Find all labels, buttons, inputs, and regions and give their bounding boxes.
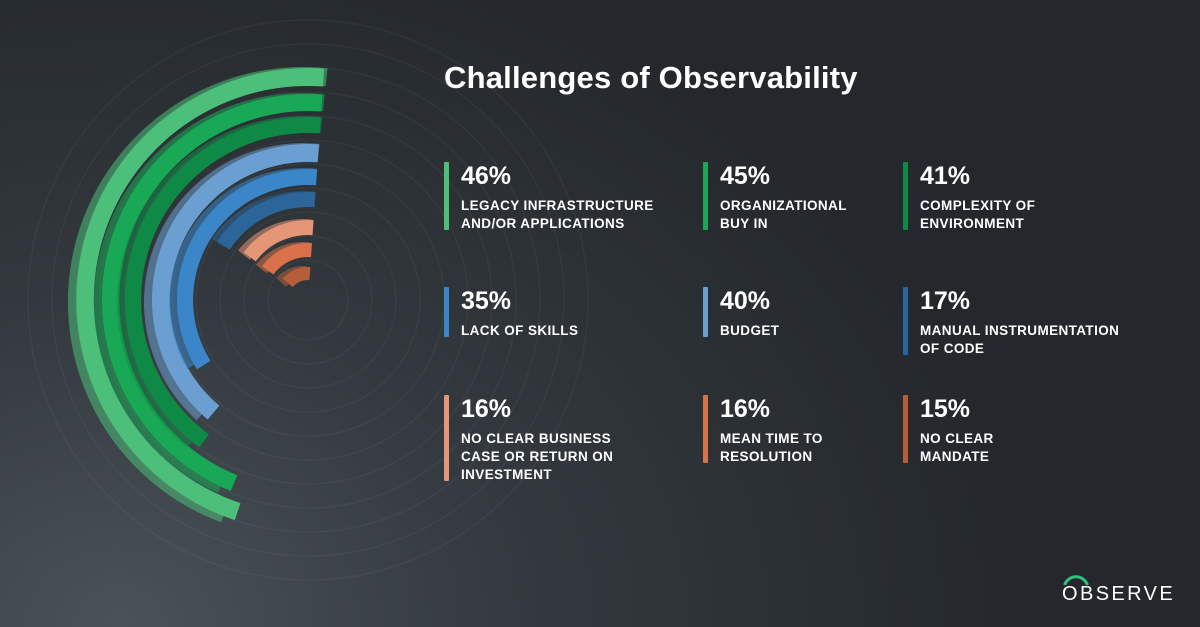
stat-percent: 17%	[920, 287, 971, 315]
stat-label: MEAN TIME TO RESOLUTION	[720, 431, 823, 464]
arc-bar	[282, 267, 311, 288]
stat-percent: 40%	[720, 287, 771, 315]
stat-complexity-of-environment: 41% COMPLEXITY OF ENVIRONMENT	[903, 162, 1160, 233]
stat-color-bar	[903, 395, 908, 463]
stat-percent: 45%	[720, 162, 771, 190]
stat-organizational-buy-in: 45% ORGANIZATIONAL BUY IN	[703, 162, 960, 233]
stat-label: BUDGET	[720, 323, 780, 338]
stat-color-bar	[444, 287, 449, 337]
stat-budget: 40% BUDGET	[703, 287, 960, 340]
stat-color-bar	[903, 162, 908, 230]
logo-arc-icon	[1063, 575, 1089, 585]
stat-percent: 46%	[461, 162, 512, 190]
arc-series-8	[276, 265, 311, 288]
arc-series-7	[256, 241, 312, 275]
arc-series-6	[238, 219, 314, 262]
stat-color-bar	[444, 395, 449, 481]
stat-no-clear-mandate: 15% NO CLEAR MANDATE	[903, 395, 1160, 466]
stat-color-bar	[703, 162, 708, 230]
arc-series	[67, 66, 328, 523]
stat-percent: 16%	[461, 395, 512, 423]
stat-label: ORGANIZATIONAL BUY IN	[720, 198, 847, 231]
stat-percent: 16%	[720, 395, 771, 423]
arc-bar	[152, 144, 319, 420]
decorative-ring	[219, 211, 397, 389]
stat-label: LEGACY INFRASTRUCTURE AND/OR APPLICATION…	[461, 198, 654, 231]
stat-manual-instrumentation: 17% MANUAL INSTRUMENTATION OF CODE	[903, 287, 1160, 358]
arc-bar	[176, 168, 318, 370]
stat-no-clear-business-case: 16% NO CLEAR BUSINESS CASE OR RETURN ON …	[444, 395, 701, 484]
arc-bar	[243, 220, 314, 262]
observe-logo: OBSERVE	[1062, 573, 1176, 609]
stat-percent: 15%	[920, 395, 971, 423]
stat-percent: 41%	[920, 162, 971, 190]
stat-legacy-infrastructure: 46% LEGACY INFRASTRUCTURE AND/OR APPLICA…	[444, 162, 701, 233]
arc-bar	[217, 192, 316, 250]
chart-title: Challenges of Observability	[444, 60, 858, 95]
stat-label: LACK OF SKILLS	[461, 323, 579, 338]
stat-mean-time-to-resolution: 16% MEAN TIME TO RESOLUTION	[703, 395, 960, 466]
stat-color-bar	[703, 287, 708, 337]
stat-percent: 35%	[461, 287, 512, 315]
arc-series-2	[116, 115, 323, 448]
stat-label: NO CLEAR BUSINESS CASE OR RETURN ON INVE…	[461, 431, 614, 482]
stat-label: MANUAL INSTRUMENTATION OF CODE	[920, 323, 1120, 356]
stat-label: NO CLEAR MANDATE	[920, 431, 994, 464]
decorative-ring	[243, 235, 373, 365]
decorative-ring	[27, 19, 589, 581]
arc-bar	[124, 116, 321, 448]
arc-series-4	[143, 143, 320, 421]
stat-color-bar	[444, 162, 449, 230]
arc-bar	[262, 242, 312, 275]
logo-text: OBSERVE	[1062, 583, 1176, 605]
stat-color-bar	[703, 395, 708, 463]
decorative-ring	[267, 259, 349, 341]
stat-label: COMPLEXITY OF ENVIRONMENT	[920, 198, 1036, 231]
arc-series-3	[169, 167, 318, 370]
decorative-ring	[195, 187, 421, 413]
stat-lack-of-skills: 35% LACK OF SKILLS	[444, 287, 701, 340]
stat-color-bar	[903, 287, 908, 355]
arc-series-5	[211, 191, 316, 250]
decorative-ring	[51, 43, 565, 557]
